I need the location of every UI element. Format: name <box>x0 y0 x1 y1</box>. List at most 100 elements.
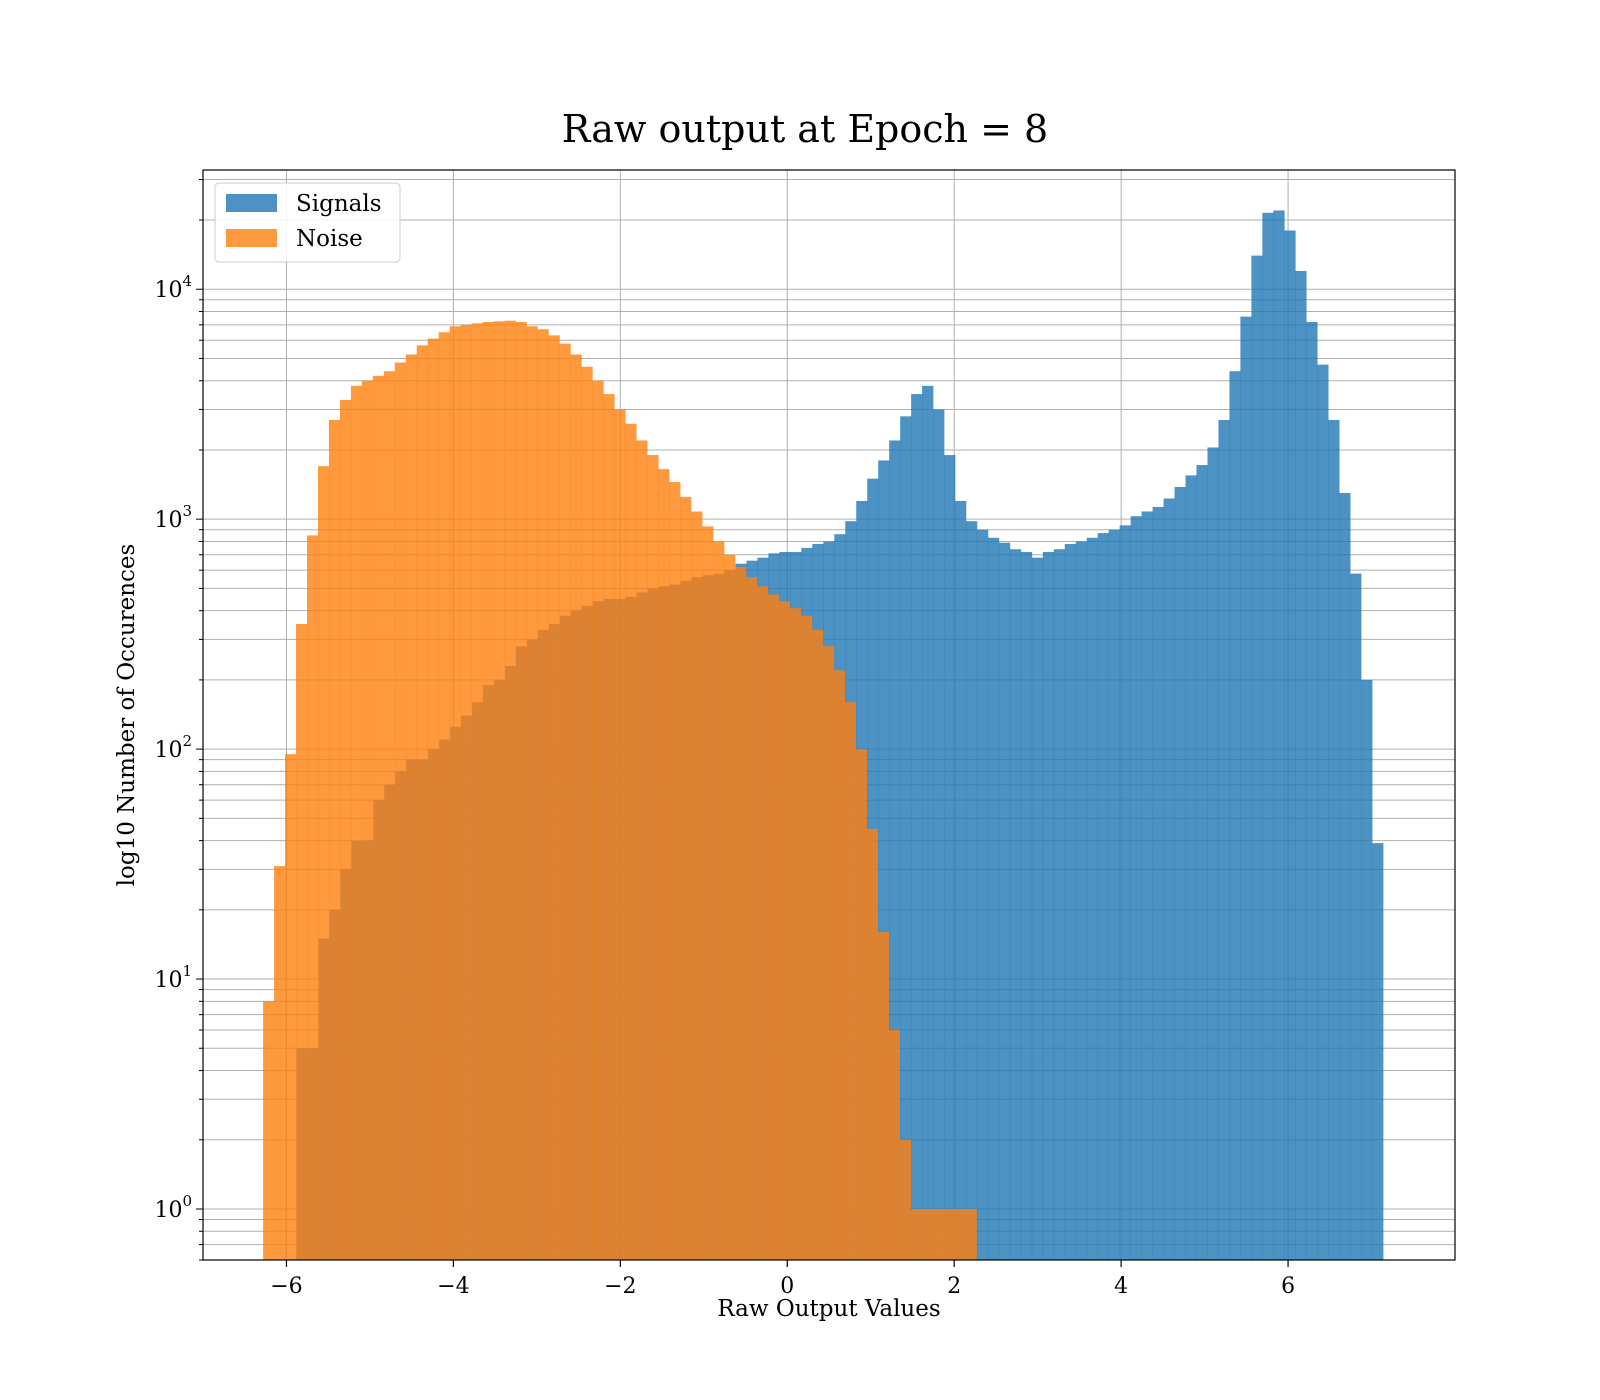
bar-signals <box>1328 419 1340 1260</box>
bar-signals <box>1372 843 1384 1260</box>
bar-signals <box>1152 506 1164 1261</box>
bar-signals <box>1141 511 1153 1261</box>
bar-noise <box>746 577 758 1260</box>
bar-noise <box>713 541 725 1260</box>
bar-noise <box>460 324 472 1260</box>
x-tick-label: −6 <box>270 1274 302 1299</box>
bar-noise <box>965 1208 977 1260</box>
bar-signals <box>955 500 967 1260</box>
bar-noise <box>526 326 538 1260</box>
bar-signals <box>1163 498 1175 1260</box>
bar-signals <box>1262 212 1274 1260</box>
bar-signals <box>922 385 934 1260</box>
bar-signals <box>944 455 956 1260</box>
bar-signals <box>1053 549 1066 1260</box>
bar-noise <box>296 624 308 1260</box>
bar-noise <box>548 335 560 1260</box>
legend-label-signals: Signals <box>296 191 382 217</box>
x-tick-label: −4 <box>437 1274 469 1299</box>
bar-noise <box>888 1030 900 1260</box>
bar-noise <box>844 702 857 1260</box>
bar-noise <box>669 482 681 1260</box>
y-axis-label: log10 Number of Occurences <box>114 544 140 887</box>
legend: Signals Noise <box>214 182 401 263</box>
bar-noise <box>394 362 407 1260</box>
bar-signals <box>1350 573 1362 1260</box>
bar-signals <box>1086 537 1099 1260</box>
legend-swatch-noise <box>226 229 277 247</box>
x-tick-label: −2 <box>604 1274 636 1299</box>
bar-signals <box>1185 475 1197 1261</box>
bar-signals <box>1042 551 1055 1260</box>
bar-noise <box>833 670 846 1260</box>
bar-noise <box>877 932 890 1260</box>
bar-signals <box>1009 549 1022 1260</box>
bar-noise <box>603 394 615 1260</box>
bar-signals <box>1207 447 1219 1260</box>
bar-noise <box>504 320 516 1260</box>
bar-noise <box>449 326 461 1260</box>
bar-signals <box>1108 529 1120 1260</box>
bar-noise <box>306 535 319 1260</box>
bar-noise <box>822 646 835 1260</box>
bar-noise <box>778 601 791 1260</box>
chart-title: Raw output at Epoch = 8 <box>562 107 1048 151</box>
bar-signals <box>1064 543 1077 1260</box>
bar-signals <box>966 521 978 1260</box>
bar-signals <box>1020 551 1033 1260</box>
bar-noise <box>789 608 802 1260</box>
bar-noise <box>811 629 824 1260</box>
x-axis-label: Raw Output Values <box>717 1296 940 1322</box>
bar-signals <box>1251 255 1263 1261</box>
bar-signals <box>1240 316 1252 1261</box>
bar-noise <box>383 371 396 1260</box>
bar-noise <box>405 354 418 1261</box>
bar-noise <box>943 1208 955 1260</box>
x-tick-label: 0 <box>780 1274 794 1299</box>
bar-signals <box>1174 487 1186 1260</box>
bar-noise <box>625 423 637 1260</box>
bar-signals <box>1295 271 1307 1260</box>
bar-signals <box>1284 230 1296 1260</box>
bar-signals <box>976 529 989 1260</box>
bar-noise <box>427 338 440 1260</box>
bar-noise <box>570 354 582 1261</box>
bar-noise <box>800 615 813 1260</box>
legend-swatch-signals <box>226 194 277 212</box>
bar-noise <box>724 554 736 1260</box>
bar-signals <box>1317 364 1329 1260</box>
bar-noise <box>493 321 505 1260</box>
bar-noise <box>866 828 879 1260</box>
bar-noise <box>614 409 626 1260</box>
bar-noise <box>471 323 483 1260</box>
bar-noise <box>263 1001 275 1260</box>
bar-signals <box>1306 322 1318 1260</box>
x-tick-label: 4 <box>1114 1274 1128 1299</box>
histogram-bars <box>263 210 1384 1261</box>
bar-signals <box>1097 533 1109 1260</box>
bar-noise <box>735 566 747 1260</box>
bar-signals <box>911 394 923 1260</box>
bar-noise <box>954 1208 966 1260</box>
bar-noise <box>932 1208 944 1260</box>
bar-noise <box>757 586 769 1260</box>
series-noise <box>263 320 977 1261</box>
bar-noise <box>647 455 659 1260</box>
y-tick-label: 102 <box>154 732 192 763</box>
legend-label-noise: Noise <box>296 226 363 252</box>
bar-signals <box>900 416 912 1261</box>
bar-noise <box>372 375 385 1261</box>
bar-noise <box>767 594 780 1260</box>
bar-noise <box>581 366 593 1261</box>
bar-signals <box>1196 465 1208 1260</box>
x-tick-label: 6 <box>1281 1274 1295 1299</box>
bar-noise <box>899 1139 911 1260</box>
bar-noise <box>274 866 286 1260</box>
bar-noise <box>361 380 374 1260</box>
bar-signals <box>878 460 890 1261</box>
bar-noise <box>438 332 450 1260</box>
bar-noise <box>921 1208 933 1260</box>
bar-noise <box>339 399 352 1261</box>
